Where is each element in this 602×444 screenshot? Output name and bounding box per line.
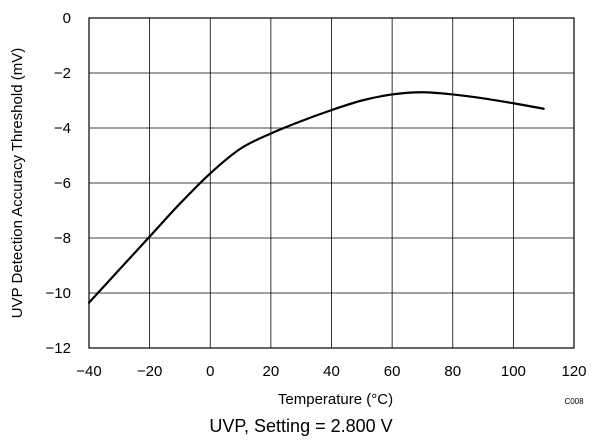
x-tick-label: 100 <box>501 363 526 380</box>
y-tick-label: −10 <box>46 285 71 302</box>
y-tick-label: −8 <box>54 230 71 247</box>
x-tick-label: 80 <box>444 363 461 380</box>
x-tick-label: 0 <box>206 363 214 380</box>
figure-code: C008 <box>564 397 584 406</box>
x-axis-label: Temperature (°C) <box>278 391 393 408</box>
x-tick-label: −40 <box>76 363 101 380</box>
x-tick-label: 20 <box>263 363 280 380</box>
series-line <box>87 91 545 304</box>
y-tick-label: −4 <box>54 120 71 137</box>
chart-caption: UVP, Setting = 2.800 V <box>209 416 393 436</box>
grid-lines <box>88 17 575 349</box>
y-tick-labels: 0 −2 −4 −6 −8 −10 −12 <box>46 10 71 357</box>
plot-frame <box>88 17 575 349</box>
x-tick-labels: −40 −20 0 20 40 60 80 100 120 <box>76 363 586 380</box>
y-axis-label: UVP Detection Accuracy Threshold (mV) <box>9 48 26 318</box>
x-tick-label: 120 <box>561 363 586 380</box>
y-tick-label: 0 <box>63 10 71 27</box>
x-tick-label: −20 <box>137 363 162 380</box>
x-tick-label: 40 <box>323 363 340 380</box>
y-tick-label: −6 <box>54 175 71 192</box>
y-tick-label: −12 <box>46 340 71 357</box>
x-tick-label: 60 <box>384 363 401 380</box>
series-layer <box>87 91 545 304</box>
y-tick-label: −2 <box>54 65 71 82</box>
